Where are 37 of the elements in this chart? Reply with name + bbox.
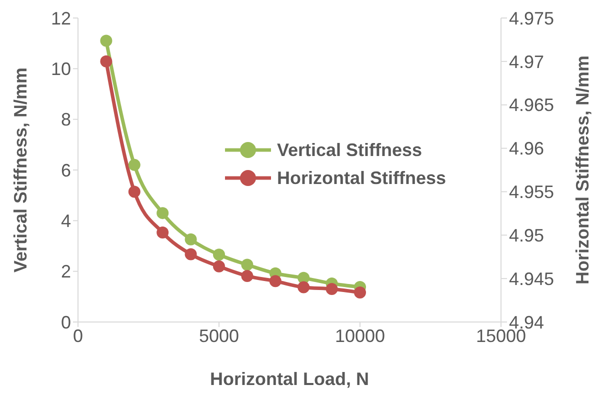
y-tick-label: 8	[60, 110, 71, 130]
y2-tick-label: 4.945	[509, 268, 554, 289]
point	[184, 233, 197, 246]
point	[100, 55, 112, 68]
y-tick-label: 0	[60, 312, 71, 332]
y2-tick-label: 4.965	[509, 95, 554, 116]
point	[100, 34, 112, 47]
y2-tick-label: 4.955	[509, 182, 554, 202]
point	[213, 260, 225, 272]
y2-tick-label: 4.96	[509, 138, 544, 159]
y-tick-label: 4	[60, 211, 71, 232]
y2-tick-label: 4.975	[509, 8, 554, 28]
y-tick-label: 10	[50, 59, 71, 80]
point	[354, 286, 366, 298]
y2-tick-label: 4.95	[509, 226, 544, 246]
point	[128, 186, 140, 198]
x-axis-title: Horizontal Load, N	[210, 368, 369, 389]
point	[156, 207, 169, 220]
point	[184, 248, 197, 260]
x-tick-label: 5000	[198, 326, 240, 346]
y-tick-label: 6	[60, 160, 71, 180]
point	[326, 282, 338, 295]
point	[241, 258, 254, 271]
point	[241, 270, 254, 282]
y2-axis-title: Horizontal Stiffness, N/mm	[572, 55, 592, 285]
y2-tick-label: 4.97	[509, 52, 544, 72]
point	[269, 275, 282, 288]
y-axis-title: Vertical Stiffness, N/mm	[10, 67, 30, 273]
y-tick-label: 12	[50, 8, 71, 28]
legend-label: Horizontal Stiffness	[277, 168, 446, 188]
point	[213, 248, 225, 261]
point	[156, 226, 169, 239]
point	[298, 281, 310, 294]
x-tick-label: 10000	[334, 326, 386, 346]
point	[128, 158, 140, 171]
y-tick-label: 2	[60, 262, 71, 282]
legend-label: Vertical Stiffness	[277, 140, 422, 160]
